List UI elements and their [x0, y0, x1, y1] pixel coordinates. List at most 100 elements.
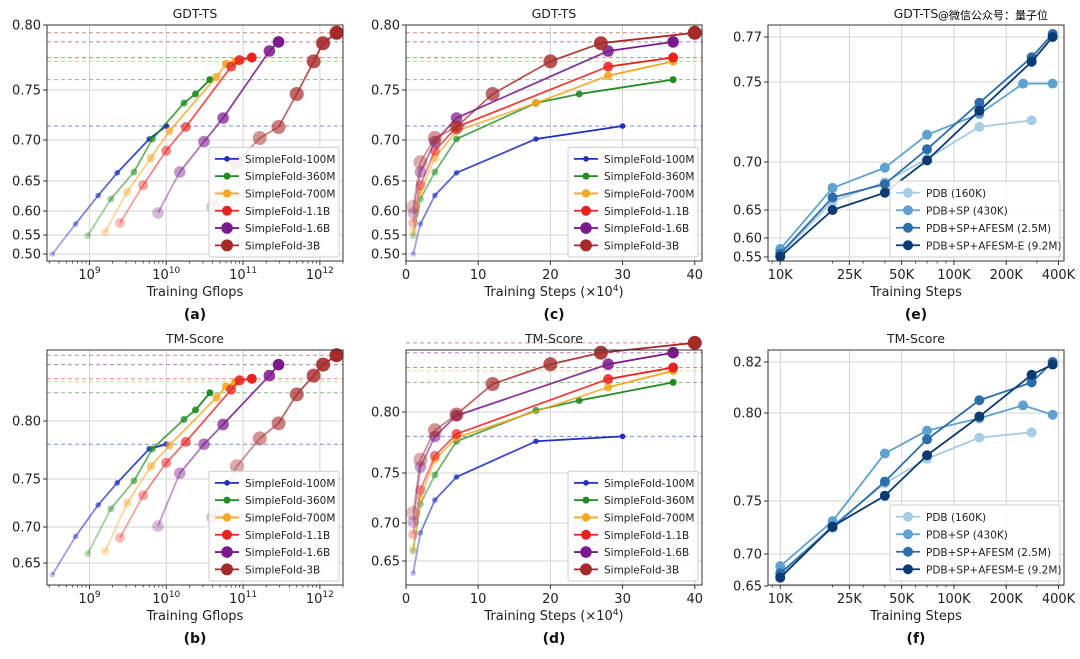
series-segment [926, 113, 980, 136]
data-point [533, 136, 539, 142]
y-tick-label: 0.75 [733, 495, 762, 510]
y-tick-label: 0.65 [371, 555, 400, 570]
y-tick-label: 0.65 [12, 175, 41, 190]
series-segment [831, 452, 886, 522]
legend-label: SimpleFold-1.6B [604, 547, 689, 559]
legend-label: PDB+SP+AFESM-E (9.2M) [926, 564, 1062, 576]
data-point [72, 533, 79, 540]
series-segment [779, 200, 834, 256]
series-segment [434, 433, 458, 457]
y-tick-label: 0.75 [371, 467, 400, 482]
series-segment [151, 418, 185, 450]
legend-label: SimpleFold-100M [245, 154, 335, 166]
series-segment [608, 41, 674, 52]
x-tick-label: 1011 [229, 590, 257, 607]
data-point [974, 105, 985, 116]
series-segment [884, 438, 928, 483]
series-segment [97, 172, 118, 196]
legend-item-simplefold-3b: SimpleFold-3B [215, 239, 320, 252]
legend: SimpleFold-100M SimpleFold-360M SimpleFold… [567, 146, 699, 258]
x-tick-label: 400K [1042, 268, 1076, 283]
legend-label: PDB (160K) [926, 512, 986, 524]
data-point [226, 61, 237, 72]
legend-item-simplefold-100m: SimpleFold-100M [215, 478, 335, 490]
series-segment [979, 381, 1032, 402]
x-axis-label: Training Steps [869, 285, 962, 300]
y-tick-label: 0.75 [371, 84, 400, 99]
data-point [619, 433, 626, 440]
series-segment [51, 535, 77, 575]
series-segment [179, 141, 205, 173]
legend-label: SimpleFold-1.1B [245, 530, 330, 542]
data-point [152, 207, 164, 219]
data-point [130, 477, 138, 485]
data-point [198, 438, 210, 451]
data-point [198, 135, 210, 148]
data-point [879, 179, 890, 190]
data-point [289, 387, 304, 402]
series-segment [456, 138, 537, 174]
x-axis-label: Training Gflops [146, 609, 244, 624]
series-segment [456, 50, 609, 119]
legend-item-simplefold-3b: SimpleFold-3B [574, 239, 679, 252]
data-point [974, 121, 985, 132]
data-point [827, 192, 838, 203]
data-point [271, 416, 286, 431]
series-segment [126, 157, 152, 193]
data-point [409, 547, 417, 555]
y-tick-label: 0.80 [12, 19, 41, 34]
data-point [1026, 369, 1037, 380]
y-tick-label: 0.75 [12, 473, 41, 488]
y-tick-label: 0.70 [12, 134, 41, 149]
data-point [974, 411, 985, 422]
legend-label: SimpleFold-360M [604, 495, 694, 507]
y-tick-label: 0.70 [371, 134, 400, 149]
series-segment [434, 138, 458, 173]
data-point [95, 192, 102, 199]
data-point [252, 131, 267, 145]
legend-item-simplefold-1-1b: SimpleFold-1.1B [574, 205, 689, 218]
data-point [416, 187, 425, 196]
data-point [246, 52, 257, 63]
data-point [603, 374, 614, 385]
data-point [406, 199, 421, 214]
data-point [49, 571, 56, 578]
series-segment [412, 171, 422, 214]
data-point [414, 461, 427, 473]
data-point [415, 180, 426, 191]
legend-marker [581, 529, 591, 540]
series-segment [412, 489, 422, 535]
legend-label: SimpleFold-1.6B [245, 547, 330, 559]
data-point [687, 335, 702, 350]
series-segment [832, 166, 886, 189]
data-point [453, 135, 461, 143]
series-segment [607, 369, 674, 389]
series-segment [86, 508, 112, 555]
y-tick-label: 0.65 [733, 204, 762, 219]
series-simplefold-1-1b [115, 373, 257, 543]
data-point [234, 375, 245, 386]
data-point [669, 76, 677, 84]
data-point [191, 90, 199, 98]
series-segment [74, 504, 99, 537]
series-segment [926, 102, 980, 150]
legend-item-simplefold-1-6b: SimpleFold-1.6B [574, 222, 689, 235]
x-tick-label: 100K [937, 592, 971, 607]
data-point [413, 155, 428, 170]
data-point [417, 221, 424, 227]
x-tick-label: 400K [1042, 592, 1076, 607]
panel-label: (f) [907, 631, 926, 647]
series-segment [74, 194, 99, 225]
x-tick-label: 20 [542, 592, 559, 607]
data-point [289, 87, 304, 101]
series-segment [419, 499, 436, 534]
series-segment [151, 102, 185, 140]
data-point [148, 135, 156, 143]
legend-item-simplefold-360m: SimpleFold-360M [215, 171, 335, 183]
series-simplefold-360m [84, 76, 214, 240]
data-point [593, 36, 608, 51]
series-segment [926, 110, 980, 162]
series-segment [157, 171, 181, 214]
legend-label: PDB+SP (430K) [926, 205, 1008, 217]
legend: PDB (160K) PDB+SP (430K) PDB+SP+AFESM (2.5… [889, 504, 1062, 582]
